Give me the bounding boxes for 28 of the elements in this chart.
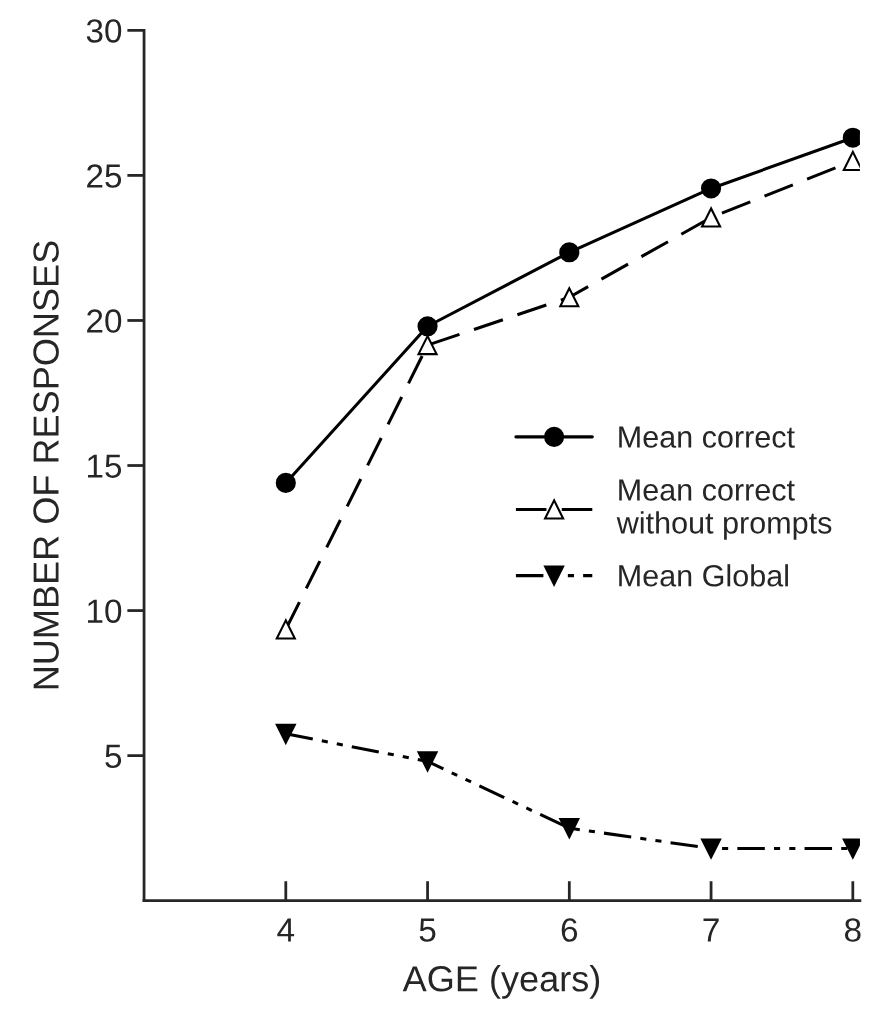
point [559, 242, 580, 263]
point [700, 838, 722, 859]
x-tick-label: 6 [561, 918, 578, 942]
point [275, 619, 296, 640]
legend-label: Mean Global [619, 564, 788, 587]
point [559, 287, 580, 308]
x-tick-label: 7 [703, 918, 719, 942]
point [417, 751, 438, 772]
y-axis-title: NUMBER OF RESPONSES [33, 241, 59, 689]
point [700, 207, 722, 228]
y-tick-label: 30 [86, 19, 122, 43]
legend-label: Mean correct [619, 426, 795, 448]
point [700, 178, 722, 199]
y-tick-label: 10 [87, 599, 122, 623]
legend-label: Mean correct without prompts [616, 479, 832, 540]
x-tick-label: 8 [845, 918, 861, 942]
point [417, 316, 438, 337]
x-tick-label: 5 [419, 918, 436, 942]
y-tick-label: 15 [87, 454, 122, 478]
point [275, 472, 296, 493]
y-tick-label: 25 [87, 164, 122, 188]
x-axis-title: AGE (years) [402, 965, 600, 999]
y-tick-label: 20 [87, 309, 122, 333]
point [417, 335, 438, 356]
y-tick-label: 5 [105, 744, 122, 769]
point [559, 818, 580, 839]
point [275, 723, 296, 744]
x-tick-label: 4 [277, 918, 295, 942]
